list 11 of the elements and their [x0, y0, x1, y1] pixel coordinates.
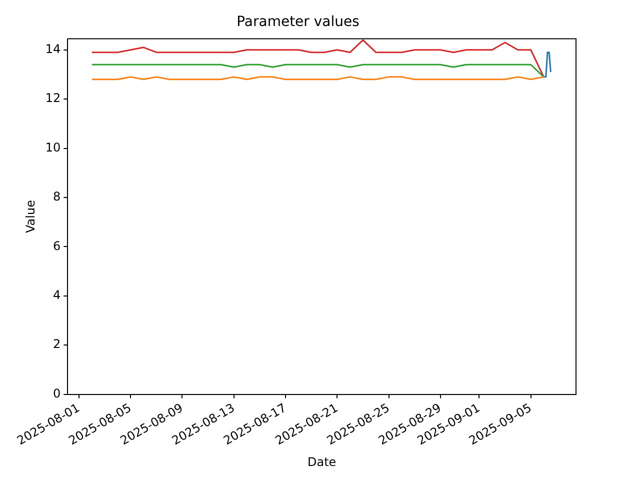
- y-tick-label: 12: [45, 91, 61, 106]
- y-tick-label: 0: [53, 386, 61, 400]
- y-tick-label: 10: [45, 140, 61, 154]
- y-tick-label: 8: [53, 190, 61, 204]
- x-axis-title: Date: [307, 454, 336, 469]
- y-tick-label: 4: [53, 288, 61, 302]
- y-tick-label: 14: [45, 42, 61, 56]
- chart-title: Parameter values: [236, 14, 360, 30]
- y-tick-label: 2: [53, 337, 61, 352]
- y-axis-title: Value: [23, 200, 38, 234]
- y-tick-label: 6: [53, 238, 61, 253]
